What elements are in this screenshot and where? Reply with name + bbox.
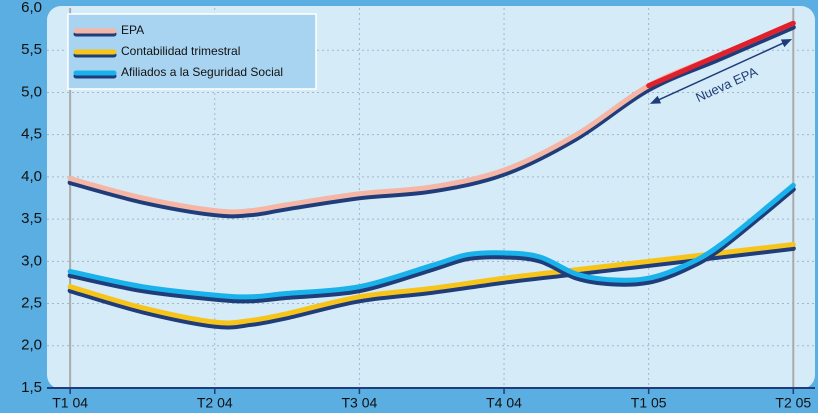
annotation-arrow bbox=[649, 39, 793, 104]
y-tick-label: 1,5 bbox=[21, 379, 42, 396]
y-tick-label: 4,5 bbox=[21, 126, 42, 143]
legend-label: Afiliados a la Seguridad Social bbox=[121, 65, 283, 79]
y-tick-label: 3,0 bbox=[21, 252, 42, 269]
line-shadow bbox=[67, 186, 796, 304]
legend-label: EPA bbox=[121, 23, 144, 37]
y-tick-label: 2,5 bbox=[21, 295, 42, 312]
legend-label: Contabilidad trimestral bbox=[121, 44, 240, 58]
y-tick-label: 5,5 bbox=[21, 41, 42, 58]
y-tick-label: 2,0 bbox=[21, 337, 42, 354]
line bbox=[67, 241, 796, 326]
line bbox=[67, 182, 796, 300]
x-tick-label: T2 04 bbox=[197, 395, 233, 411]
y-tick-label: 6,0 bbox=[21, 0, 42, 16]
line-shadow bbox=[67, 245, 796, 330]
y-tick-label: 5,0 bbox=[21, 83, 42, 100]
x-tick-label: T2 05 bbox=[775, 395, 811, 411]
y-tick-label: 4,0 bbox=[21, 168, 42, 185]
y-tick-label: 3,5 bbox=[21, 210, 42, 227]
x-tick-label: T1 05 bbox=[631, 395, 667, 411]
x-tick-label: T3 04 bbox=[342, 395, 378, 411]
x-tick-label: T1 04 bbox=[52, 395, 88, 411]
x-tick-label: T4 04 bbox=[486, 395, 522, 411]
